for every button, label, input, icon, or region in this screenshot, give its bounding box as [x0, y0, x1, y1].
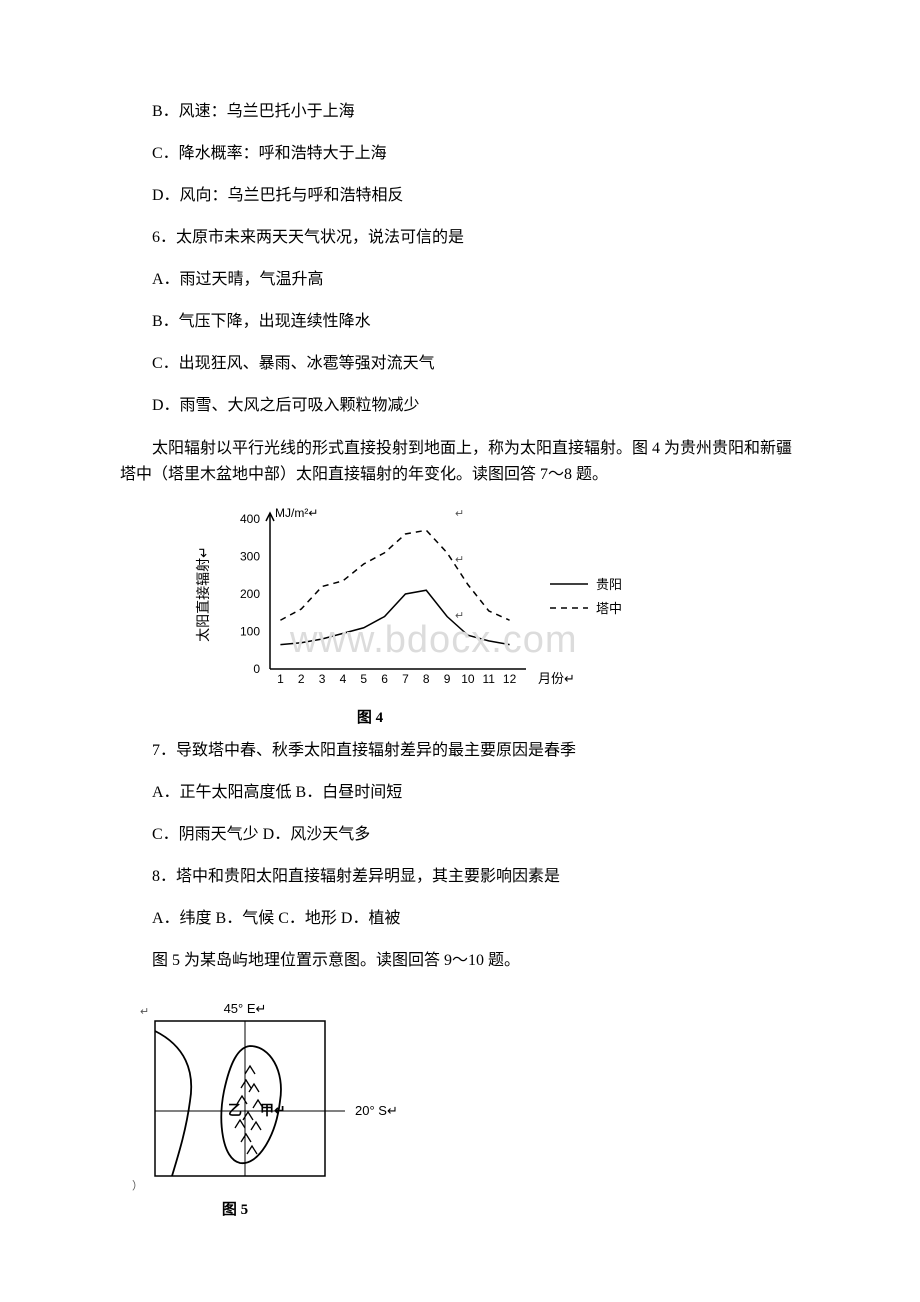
svg-text:10: 10: [461, 672, 475, 686]
svg-text:1: 1: [277, 672, 284, 686]
q6-stem: 6．太原市未来两天天气状况，说法可信的是: [120, 226, 800, 250]
q5-option-b: B．风速：乌兰巴托小于上海: [120, 100, 800, 124]
svg-text:太阳直接辐射↵: 太阳直接辐射↵: [195, 546, 212, 642]
figure-4-chart: 0100200300400MJ/m²↵太阳直接辐射↵12345678910111…: [160, 499, 680, 699]
svg-text:100: 100: [240, 625, 260, 639]
q6-option-c: C．出现狂风、暴雨、冰雹等强对流天气: [120, 352, 800, 376]
svg-text:乙: 乙: [228, 1103, 242, 1119]
q7-options-cd: C．阴雨天气少 D．风沙天气多: [120, 823, 800, 847]
svg-text:塔中: 塔中: [596, 601, 622, 616]
passage-fig5: 图 5 为某岛屿地理位置示意图。读图回答 9～10 题。: [120, 949, 800, 973]
figure-5: 45° E↵ 20° S↵ 乙 甲↵ ↵ ） 图 5: [100, 991, 800, 1219]
q8-stem: 8．塔中和贵阳太阳直接辐射差异明显，其主要影响因素是: [120, 865, 800, 889]
q6-option-a: A．雨过天晴，气温升高: [120, 268, 800, 292]
svg-text:贵阳: 贵阳: [596, 577, 622, 592]
passage-fig4: 太阳辐射以平行光线的形式直接投射到地面上，称为太阳直接辐射。图 4 为贵州贵阳和…: [120, 436, 800, 487]
svg-text:200: 200: [240, 587, 260, 601]
figure-5-map: 45° E↵ 20° S↵ 乙 甲↵ ↵ ）: [100, 991, 430, 1191]
svg-text:45° E↵: 45° E↵: [224, 1001, 267, 1016]
q7-stem: 7．导致塔中春、秋季太阳直接辐射差异的最主要原因是春季: [120, 739, 800, 763]
svg-text:300: 300: [240, 550, 260, 564]
svg-text:400: 400: [240, 512, 260, 526]
q6-option-d: D．雨雪、大风之后可吸入颗粒物减少: [120, 394, 800, 418]
q5-option-c: C．降水概率：呼和浩特大于上海: [120, 142, 800, 166]
svg-text:8: 8: [423, 672, 430, 686]
svg-text:甲↵: 甲↵: [260, 1103, 286, 1119]
svg-text:）: ）: [132, 1179, 143, 1191]
svg-text:↵: ↵: [455, 554, 464, 566]
figure-4: 0100200300400MJ/m²↵太阳直接辐射↵12345678910111…: [160, 499, 800, 727]
svg-text:↵: ↵: [455, 610, 464, 622]
svg-text:4: 4: [340, 672, 347, 686]
figure-4-caption: 图 4: [220, 706, 520, 727]
svg-text:↵: ↵: [455, 508, 464, 520]
figure-5-caption: 图 5: [150, 1198, 320, 1219]
svg-text:9: 9: [444, 672, 451, 686]
q6-option-b: B．气压下降，出现连续性降水: [120, 310, 800, 334]
svg-text:0: 0: [253, 662, 260, 676]
svg-text:11: 11: [483, 672, 496, 686]
svg-text:2: 2: [298, 672, 305, 686]
q5-option-d: D．风向：乌兰巴托与呼和浩特相反: [120, 184, 800, 208]
q8-options: A．纬度 B．气候 C．地形 D．植被: [120, 907, 800, 931]
q7-options-ab: A．正午太阳高度低 B．白昼时间短: [120, 781, 800, 805]
svg-text:月份↵: 月份↵: [538, 671, 575, 686]
svg-text:MJ/m²↵: MJ/m²↵: [275, 506, 318, 520]
svg-text:6: 6: [381, 672, 388, 686]
svg-text:3: 3: [319, 672, 326, 686]
svg-text:5: 5: [360, 672, 367, 686]
svg-text:12: 12: [503, 672, 517, 686]
svg-text:7: 7: [402, 672, 409, 686]
svg-text:↵: ↵: [140, 1006, 149, 1018]
svg-text:20° S↵: 20° S↵: [355, 1103, 398, 1118]
